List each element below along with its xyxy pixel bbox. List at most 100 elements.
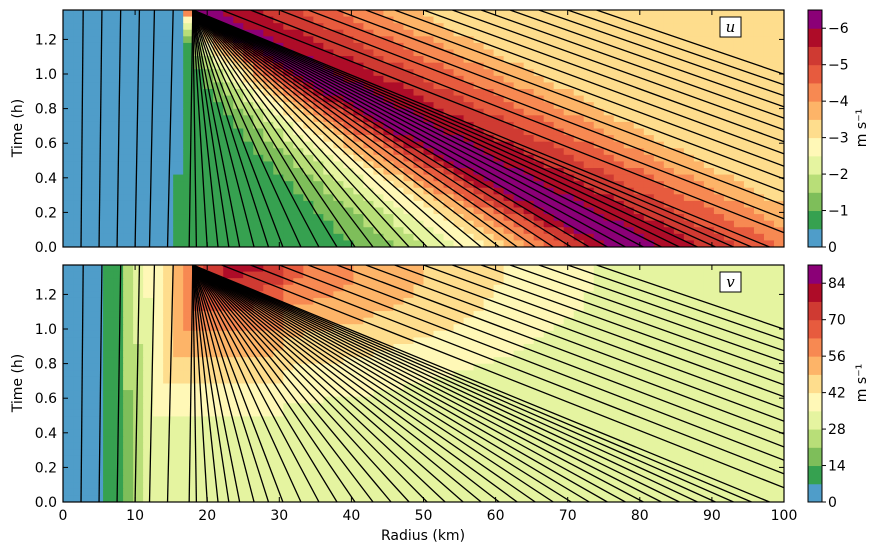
contour-cell <box>133 102 144 110</box>
contour-cell <box>133 396 144 404</box>
contour-cell <box>773 187 784 195</box>
contour-cell <box>183 462 194 470</box>
contour-cell <box>73 383 84 391</box>
contour-cell <box>733 62 745 70</box>
contour-cell <box>213 357 224 365</box>
contour-cell <box>163 357 174 365</box>
contour-cell <box>713 161 725 169</box>
contour-cell <box>313 168 324 176</box>
contour-cell <box>123 128 134 136</box>
contour-cell <box>673 284 685 292</box>
contour-cell <box>643 390 655 398</box>
contour-cell <box>163 324 174 332</box>
contour-cell <box>233 135 244 143</box>
contour-cell <box>653 304 665 312</box>
contour-cell <box>313 423 324 431</box>
contour-cell <box>513 29 525 37</box>
contour-cell <box>443 324 455 332</box>
contour-cell <box>83 161 94 169</box>
contour-cell <box>633 240 645 247</box>
contour-cell <box>753 363 765 371</box>
contour-cell <box>173 469 184 477</box>
contour-cell <box>503 10 515 18</box>
characteristic-line <box>192 10 716 247</box>
contour-cell <box>623 363 635 371</box>
contour-cell <box>773 16 784 24</box>
contour-cell <box>653 436 665 444</box>
contour-cell <box>93 291 104 299</box>
contour-cell <box>193 449 204 457</box>
contour-cell <box>233 357 244 365</box>
contour-cell <box>183 271 194 279</box>
contour-cell <box>173 161 184 169</box>
contour-cell <box>323 141 334 149</box>
contour-cell <box>353 154 365 163</box>
contour-cell <box>93 10 104 18</box>
contour-cell <box>533 240 545 247</box>
contour-cell <box>483 16 495 24</box>
characteristic-line <box>394 10 784 155</box>
contour-cell <box>443 271 455 279</box>
contour-cell <box>533 194 545 202</box>
contour-cell <box>633 291 645 299</box>
contour-cell <box>413 278 425 286</box>
contour-cell <box>703 370 715 378</box>
contour-cell <box>433 291 445 299</box>
contour-cell <box>183 161 194 169</box>
contour-cell <box>503 69 515 77</box>
contour-cell <box>103 75 114 84</box>
contour-cell <box>63 284 74 292</box>
contour-cell <box>163 390 174 398</box>
contour-cell <box>333 423 344 431</box>
contour-cell <box>543 233 555 242</box>
contour-cell <box>313 278 324 286</box>
contour-cell <box>183 330 194 339</box>
contour-cell <box>543 429 555 437</box>
contour-cell <box>763 429 775 437</box>
contour-cell <box>163 337 174 345</box>
contour-cell <box>613 42 625 51</box>
contour-cell <box>403 220 415 228</box>
contour-cell <box>133 200 144 209</box>
contour-cell <box>283 128 294 136</box>
contour-cell <box>363 36 375 44</box>
contour-cell <box>243 168 254 176</box>
contour-cell <box>93 423 104 431</box>
contour-cell <box>743 304 755 312</box>
contour-cell <box>323 469 334 477</box>
contour-cell <box>113 233 124 242</box>
contour-cell <box>563 324 575 332</box>
contour-cell <box>463 42 475 51</box>
contour-cell <box>73 409 84 418</box>
contour-cell <box>603 154 615 163</box>
contour-cell <box>713 284 725 292</box>
contour-cell <box>313 370 324 378</box>
contour-cell <box>463 350 475 358</box>
contour-cell <box>593 200 605 209</box>
contour-cell <box>73 10 84 18</box>
contour-cell <box>673 324 685 332</box>
contour-cell <box>233 108 244 116</box>
contour-cell <box>283 82 294 90</box>
contour-cell <box>453 383 465 391</box>
contour-cell <box>723 135 735 143</box>
contour-cell <box>433 29 445 37</box>
contour-cell <box>643 291 655 299</box>
contour-cell <box>353 324 365 332</box>
contour-cell <box>653 56 665 64</box>
contour-cell <box>463 121 475 130</box>
contour-cell <box>733 69 745 77</box>
contour-cell <box>163 330 174 339</box>
contour-cell <box>503 36 515 44</box>
contour-cell <box>563 95 575 103</box>
contour-cell <box>213 95 224 103</box>
contour-cell <box>403 69 415 77</box>
contour-cell <box>123 337 134 345</box>
contour-cell <box>123 194 134 202</box>
contour-cell <box>643 10 655 18</box>
contour-cell <box>203 214 214 222</box>
contour-cell <box>443 337 455 345</box>
contour-cell <box>73 128 84 136</box>
contour-cell <box>473 23 485 31</box>
contour-cell <box>243 469 254 477</box>
